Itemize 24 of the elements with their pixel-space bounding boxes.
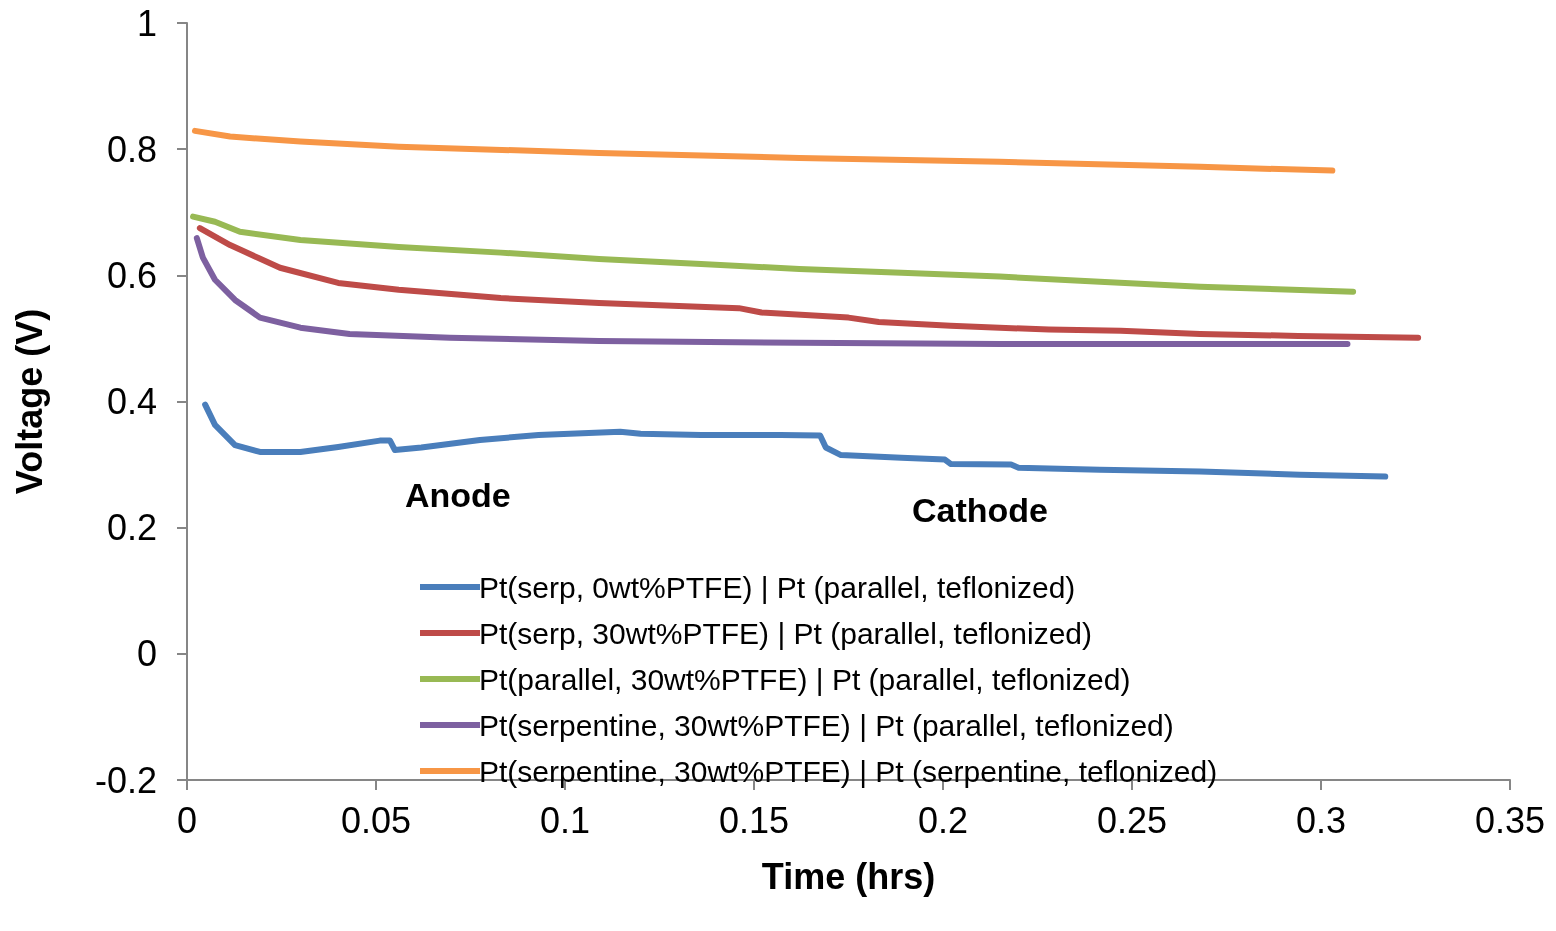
x-tick-label: 0.15 (718, 799, 790, 841)
annotation: Cathode (912, 491, 1048, 529)
y-tick-label: 0 (136, 633, 157, 675)
y-tick-label: 0.4 (106, 381, 157, 422)
x-tick-label: 0.1 (539, 799, 591, 841)
x-tick-label: 0.35 (1474, 799, 1546, 841)
y-tick-label: 0.6 (106, 254, 157, 296)
y-tick-label: 0.8 (106, 128, 157, 170)
legend-label: Pt(serp, 30wt%PTFE) | Pt (parallel, teflonized) (479, 616, 1093, 650)
annotation: Anode (405, 476, 511, 514)
legend-label: Pt(serpentine, 30wt%PTFE) | Pt (parallel, teflonized) (479, 708, 1174, 742)
x-tick-label: 0.05 (340, 799, 412, 841)
legend-label: Pt(serp, 0wt%PTFE) | Pt (parallel, teflonized) (479, 570, 1076, 604)
legend-label: Pt(parallel, 30wt%PTFE) | Pt (parallel, teflonized) (479, 662, 1131, 696)
y-tick-label: -0.2 (94, 759, 157, 801)
y-tick-label: 0.2 (106, 507, 157, 549)
x-tick-label: 0.3 (1295, 799, 1347, 841)
x-tick-label: 0 (176, 799, 198, 841)
legend-label: Pt(serpentine, 30wt%PTFE) | Pt (serpentine, teflonized) (479, 754, 1218, 788)
y-axis-title: Voltage (V) (8, 308, 50, 495)
x-tick-label: 0.25 (1096, 799, 1168, 841)
y-tick-label: 1 (136, 2, 157, 44)
x-axis-title: Time (hrs) (761, 855, 936, 897)
x-tick-label: 0.2 (917, 799, 969, 841)
